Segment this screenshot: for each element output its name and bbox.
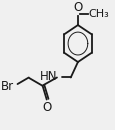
Text: CH₃: CH₃: [88, 9, 108, 19]
Text: O: O: [73, 1, 82, 14]
Text: Br: Br: [1, 80, 14, 93]
Text: HN: HN: [39, 70, 56, 83]
Text: O: O: [42, 101, 51, 114]
